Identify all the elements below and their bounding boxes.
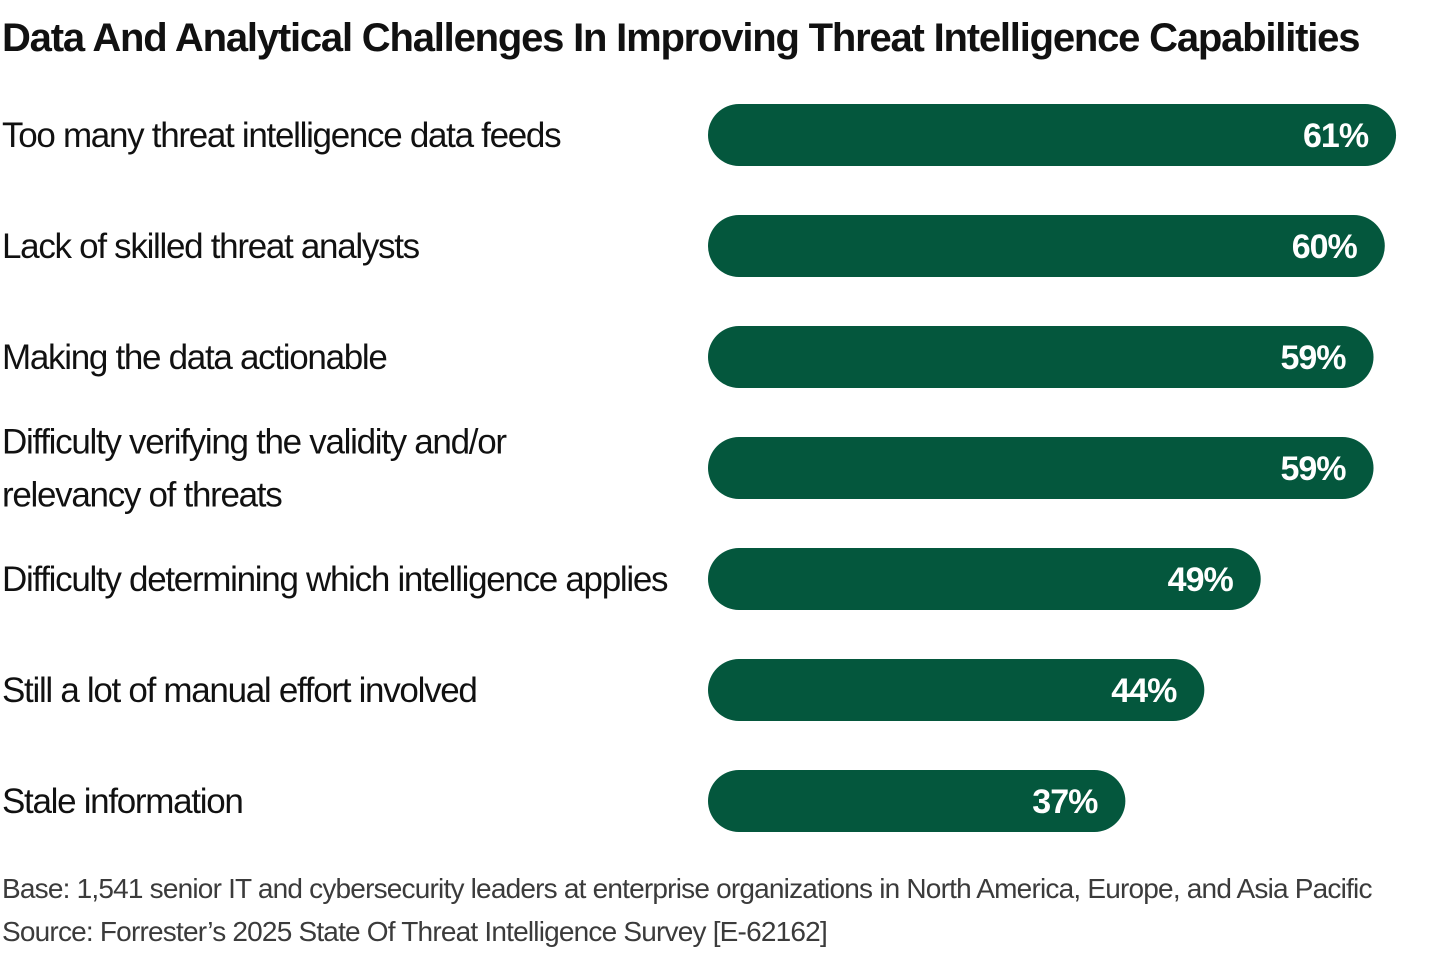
value-label-1: 61% [1303, 117, 1369, 155]
value-label-5: 49% [1168, 561, 1234, 599]
base-footnote: Base: 1,541 senior IT and cybersecurity … [2, 873, 1372, 904]
category-label-6: Still a lot of manual effort involved [2, 671, 478, 710]
category-label-7: Stale information [2, 782, 244, 821]
value-label-7: 37% [1032, 783, 1098, 821]
category-label-line: Difficulty verifying the validity and/or [2, 423, 507, 462]
category-label-line: Too many threat intelligence data feeds [2, 116, 561, 155]
bar-6 [708, 659, 1205, 721]
value-label-2: 60% [1292, 228, 1358, 266]
category-label-3: Making the data actionable [2, 338, 388, 377]
category-label-line: Difficulty determining which intelligenc… [2, 560, 668, 599]
category-label-line: Lack of skilled threat analysts [2, 227, 420, 266]
category-label-line: relevancy of threats [2, 476, 282, 515]
category-label-line: Making the data actionable [2, 338, 387, 377]
category-label-line: Still a lot of manual effort involved [2, 671, 477, 710]
category-label-5: Difficulty determining which intelligenc… [2, 560, 669, 599]
bar-1 [708, 104, 1397, 166]
bar-7 [708, 770, 1126, 832]
category-label-line: Stale information [2, 782, 243, 821]
category-label-4: Difficulty verifying the validity and/or… [2, 423, 509, 515]
bar-5 [708, 548, 1261, 610]
chart-title: Data And Analytical Challenges In Improv… [2, 16, 1360, 60]
bar-2 [708, 215, 1385, 277]
bar-4 [708, 437, 1374, 499]
value-label-3: 59% [1280, 339, 1346, 377]
value-label-6: 44% [1111, 672, 1177, 710]
category-label-2: Lack of skilled threat analysts [2, 227, 421, 266]
value-label-4: 59% [1280, 450, 1346, 488]
category-label-1: Too many threat intelligence data feeds [2, 116, 562, 155]
bar-3 [708, 326, 1374, 388]
source-footnote: Source: Forrester’s 2025 State Of Threat… [2, 916, 828, 947]
